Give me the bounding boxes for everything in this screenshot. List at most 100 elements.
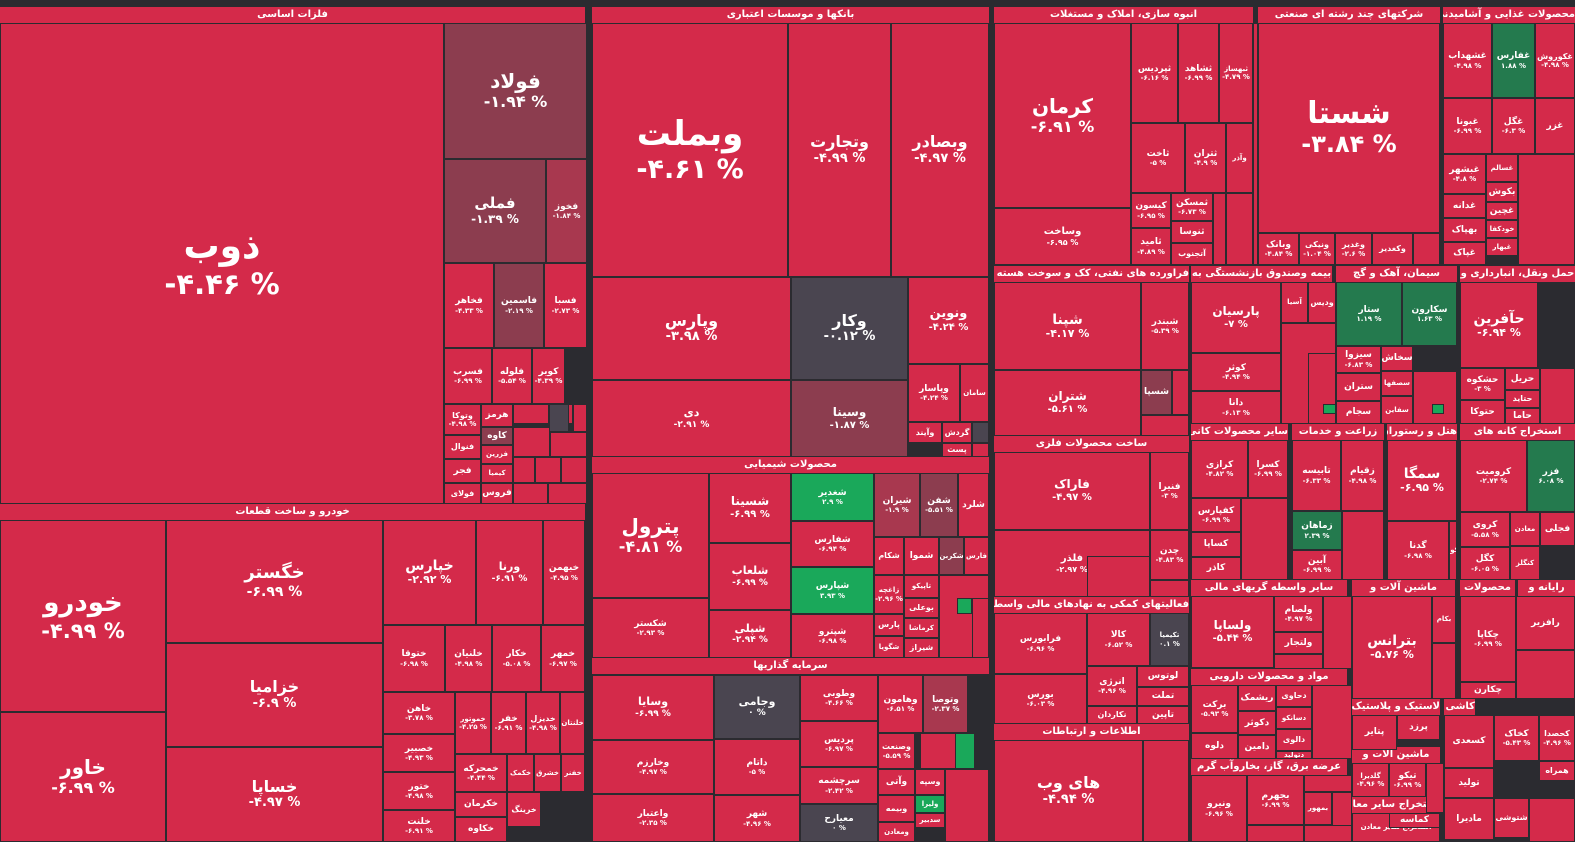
stock-tile[interactable]: غپاک <box>1443 242 1486 265</box>
small-stock-cell[interactable] <box>1518 154 1575 265</box>
stock-tile[interactable]: وهامون -۶.۵۱ % <box>878 675 923 733</box>
sector-header[interactable]: هتل و رستوران <box>1387 424 1457 440</box>
small-stock-cell[interactable] <box>513 427 550 457</box>
small-stock-cell[interactable] <box>1143 740 1189 842</box>
stock-tile[interactable]: حآفرین -۶.۹۴ % <box>1460 282 1538 368</box>
sector-header[interactable]: استخراج کانه های <box>1460 424 1575 440</box>
stock-tile[interactable]: خکرمان <box>455 792 507 817</box>
stock-tile[interactable]: پترول -۴.۸۱ % <box>592 473 709 598</box>
small-stock-cell[interactable] <box>1304 825 1352 842</box>
stock-tile[interactable]: چکارن <box>1460 682 1516 699</box>
sector-header[interactable]: سایر محصولات کانی <box>1191 424 1288 440</box>
sector-header[interactable]: محصولات <box>1460 580 1515 596</box>
stock-tile[interactable]: شتوشی <box>1494 798 1529 838</box>
stock-tile[interactable]: ولصام -۴.۹۷ % <box>1274 596 1323 632</box>
stock-tile[interactable]: فزرین <box>481 445 513 464</box>
stock-tile[interactable]: ونوین -۴.۲۴ % <box>908 277 989 364</box>
stock-tile[interactable]: شسینا -۶.۹۹ % <box>709 473 791 543</box>
stock-tile[interactable]: بورس -۶.۰۳ % <box>994 674 1087 724</box>
stock-tile[interactable]: آسیا <box>1281 282 1308 323</box>
sector-header[interactable]: سیمان، آهک و گچ <box>1336 266 1457 282</box>
stock-tile[interactable]: حریل <box>1505 368 1540 390</box>
small-stock-cell[interactable] <box>1426 763 1444 813</box>
stock-tile[interactable]: خودرو -۴.۹۹ % <box>0 520 166 712</box>
sector-header[interactable]: فراورده های نفتی، کک و سوخت هسته ای <box>994 266 1189 282</box>
stock-tile[interactable]: حاما <box>1505 408 1540 424</box>
stock-tile[interactable]: ثمسکن -۶.۷۳ % <box>1171 193 1213 221</box>
stock-tile[interactable]: شپارس ۳.۹۳ % <box>791 567 874 614</box>
stock-tile[interactable]: فنوال <box>444 435 481 459</box>
stock-tile[interactable]: بهپاک <box>1443 218 1486 242</box>
stock-tile[interactable]: کروی -۵.۵۸ % <box>1460 512 1510 547</box>
stock-tile[interactable]: پرزد <box>1397 715 1440 740</box>
stock-tile[interactable]: ثبهساز -۴.۷۹ % <box>1219 23 1253 123</box>
small-stock-cell[interactable] <box>1304 775 1352 792</box>
small-stock-cell[interactable] <box>1540 368 1575 424</box>
small-stock-cell[interactable] <box>1253 23 1258 265</box>
small-stock-cell[interactable] <box>1432 404 1444 414</box>
stock-tile[interactable]: ریشمک <box>1238 685 1276 711</box>
small-stock-cell[interactable] <box>548 483 587 504</box>
stock-tile[interactable]: ومعادن <box>878 822 915 842</box>
stock-tile[interactable]: وکغدیر <box>1372 233 1413 265</box>
stock-tile[interactable]: خاور -۶.۹۹ % <box>0 712 166 842</box>
sector-header[interactable]: بیمه وصندوق بازنشستگی به <box>1191 266 1332 282</box>
sector-header[interactable]: ماشین آلات و <box>1352 747 1440 763</box>
stock-tile[interactable]: خودکفا <box>1486 220 1518 238</box>
sector-header[interactable]: محصولات غذایی و آشامیدنی <box>1443 7 1575 23</box>
stock-tile[interactable]: فارس <box>964 537 989 575</box>
stock-tile[interactable]: سجام <box>1336 401 1381 424</box>
stock-tile[interactable]: فملی -۱.۳۹ % <box>444 159 546 263</box>
small-stock-cell[interactable] <box>1529 798 1575 842</box>
small-stock-cell[interactable] <box>1516 650 1575 699</box>
small-stock-cell[interactable] <box>550 432 587 457</box>
stock-tile[interactable]: ذوب -۴.۴۶ % <box>0 23 444 504</box>
sector-header[interactable]: لاستیک و پلاستیک <box>1352 699 1440 715</box>
stock-tile[interactable]: شکستر -۲.۹۳ % <box>592 598 709 658</box>
stock-tile[interactable]: ثاخت -۵ % <box>1131 123 1185 193</box>
stock-tile[interactable]: خلنیان -۴.۹۸ % <box>445 625 492 692</box>
small-stock-cell[interactable] <box>945 769 989 842</box>
stock-tile[interactable]: خلنت -۶.۹۱ % <box>383 810 455 842</box>
stock-tile[interactable]: بوعلی <box>904 598 939 618</box>
stock-tile[interactable]: آبین -۶.۹۹ % <box>1292 550 1342 580</box>
sector-header[interactable]: ماشین آلات و <box>1352 580 1455 596</box>
stock-tile[interactable]: کسرا -۶.۹۹ % <box>1248 440 1288 498</box>
sector-header[interactable]: مواد و محصولات دارویی <box>1191 669 1347 685</box>
sector-header[interactable]: سرمایه گذاریها <box>592 658 989 674</box>
stock-tile[interactable]: دسانکو <box>1276 707 1312 729</box>
stock-tile[interactable]: خپارس -۲.۹۲ % <box>383 520 476 625</box>
stock-tile[interactable]: دحاوی <box>1276 685 1312 707</box>
stock-tile[interactable]: تاپین <box>1137 706 1189 724</box>
stock-tile[interactable]: ثنوسا <box>1171 221 1213 243</box>
small-stock-cell[interactable] <box>1172 370 1189 415</box>
stock-tile[interactable]: حتاید <box>1505 390 1540 408</box>
stock-tile[interactable]: وبملت -۴.۶۱ % <box>592 23 788 277</box>
stock-tile[interactable]: خصبیر -۴.۹۳ % <box>383 734 455 772</box>
stock-tile[interactable]: فرابورس -۶.۹۶ % <box>994 613 1087 674</box>
stock-tile[interactable]: بجهرم -۶.۹۹ % <box>1247 775 1304 825</box>
stock-tile[interactable]: سکارون ۱.۶۳ % <box>1402 282 1457 346</box>
stock-tile[interactable]: غبشهر -۴.۸ % <box>1443 154 1486 194</box>
stock-tile[interactable]: کالا -۶.۵۲ % <box>1087 613 1150 666</box>
stock-tile[interactable]: خفر -۶.۹۱ % <box>491 692 526 754</box>
stock-tile[interactable]: ثپردیس -۶.۱۶ % <box>1131 23 1178 123</box>
stock-tile[interactable]: فسبا -۲.۷۳ % <box>544 263 587 348</box>
small-stock-cell[interactable] <box>1432 643 1456 699</box>
stock-tile[interactable]: غبهار <box>1486 238 1518 256</box>
stock-tile[interactable]: شستا -۳.۸۴ % <box>1258 23 1440 233</box>
stock-tile[interactable]: فخاهر -۴.۳۳ % <box>444 263 494 348</box>
stock-tile[interactable]: غچین <box>1486 202 1518 220</box>
stock-tile[interactable]: شیران -۱.۹ % <box>874 473 920 537</box>
stock-tile[interactable]: خکار -۵.۰۸ % <box>492 625 541 692</box>
stock-tile[interactable]: غسالم <box>1486 154 1518 182</box>
small-stock-cell[interactable] <box>1312 685 1352 759</box>
sector-header[interactable]: فلزات اساسی <box>0 7 585 23</box>
stock-tile[interactable]: خکمک <box>507 754 534 792</box>
stock-tile[interactable]: خاهن -۳.۷۸ % <box>383 692 455 734</box>
sector-header[interactable]: حمل ونقل، انبارداری و <box>1460 266 1575 282</box>
stock-tile[interactable]: کساپا <box>1191 532 1241 557</box>
stock-tile[interactable]: خبهمن -۴.۹۵ % <box>543 520 585 625</box>
stock-tile[interactable]: برکت -۵.۹۳ % <box>1191 685 1238 733</box>
stock-tile[interactable]: غدانه <box>1443 194 1486 218</box>
